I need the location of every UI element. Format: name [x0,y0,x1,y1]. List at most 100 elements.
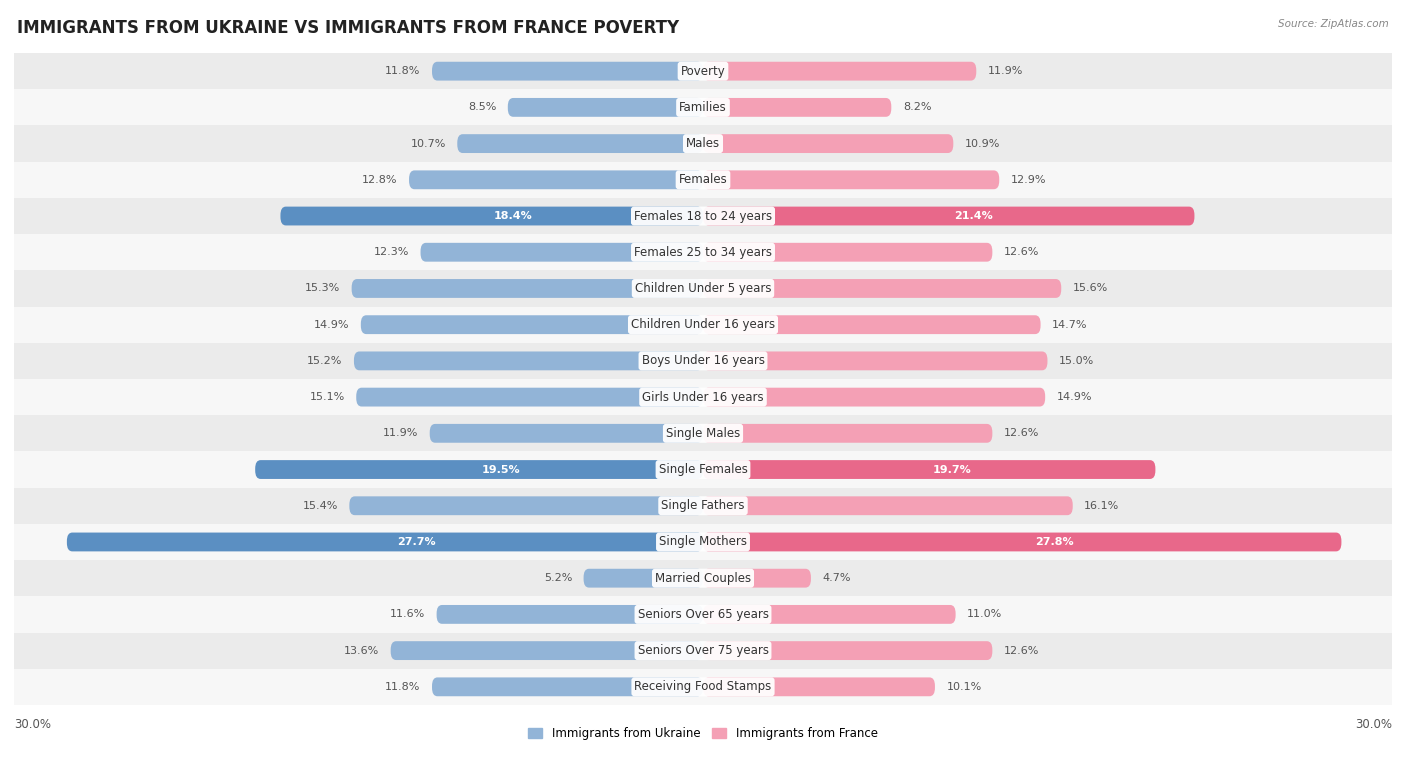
Text: 12.9%: 12.9% [1011,175,1046,185]
Text: Families: Families [679,101,727,114]
FancyBboxPatch shape [703,533,1341,551]
Text: 15.4%: 15.4% [302,501,337,511]
Text: 15.0%: 15.0% [1059,356,1094,366]
Text: 8.5%: 8.5% [468,102,496,112]
Text: Boys Under 16 years: Boys Under 16 years [641,355,765,368]
FancyBboxPatch shape [703,279,1062,298]
Text: 16.1%: 16.1% [1084,501,1119,511]
FancyBboxPatch shape [508,98,703,117]
FancyBboxPatch shape [67,533,703,551]
Text: 15.2%: 15.2% [307,356,343,366]
FancyBboxPatch shape [352,279,703,298]
FancyBboxPatch shape [256,460,703,479]
Text: Females 25 to 34 years: Females 25 to 34 years [634,246,772,258]
Text: Children Under 16 years: Children Under 16 years [631,318,775,331]
Text: Single Mothers: Single Mothers [659,535,747,549]
Text: 30.0%: 30.0% [1355,718,1392,731]
Text: 19.7%: 19.7% [932,465,972,475]
Text: Source: ZipAtlas.com: Source: ZipAtlas.com [1278,19,1389,29]
Bar [14,271,1392,306]
Bar [14,487,1392,524]
Bar [14,161,1392,198]
FancyBboxPatch shape [432,61,703,80]
Text: 30.0%: 30.0% [14,718,51,731]
Text: Females 18 to 24 years: Females 18 to 24 years [634,209,772,223]
Bar [14,560,1392,597]
FancyBboxPatch shape [349,496,703,515]
FancyBboxPatch shape [703,568,811,587]
Text: Single Fathers: Single Fathers [661,500,745,512]
Text: 10.7%: 10.7% [411,139,446,149]
Text: 12.6%: 12.6% [1004,247,1039,257]
Text: 19.5%: 19.5% [482,465,520,475]
Text: 14.9%: 14.9% [1057,392,1092,402]
Legend: Immigrants from Ukraine, Immigrants from France: Immigrants from Ukraine, Immigrants from… [523,722,883,744]
Bar [14,53,1392,89]
Text: 11.8%: 11.8% [385,66,420,76]
Text: 21.4%: 21.4% [953,211,993,221]
Text: 5.2%: 5.2% [544,573,572,583]
FancyBboxPatch shape [703,315,1040,334]
Text: 12.6%: 12.6% [1004,646,1039,656]
FancyBboxPatch shape [703,171,1000,190]
Text: 14.9%: 14.9% [314,320,349,330]
Text: 11.8%: 11.8% [385,682,420,692]
Text: Females: Females [679,174,727,186]
Text: 10.1%: 10.1% [946,682,981,692]
Text: 11.0%: 11.0% [967,609,1002,619]
Text: Married Couples: Married Couples [655,572,751,584]
FancyBboxPatch shape [280,207,703,225]
FancyBboxPatch shape [703,496,1073,515]
Text: 15.3%: 15.3% [305,283,340,293]
Bar [14,343,1392,379]
FancyBboxPatch shape [703,460,1156,479]
Text: Males: Males [686,137,720,150]
Text: Children Under 5 years: Children Under 5 years [634,282,772,295]
FancyBboxPatch shape [432,678,703,697]
FancyBboxPatch shape [409,171,703,190]
FancyBboxPatch shape [703,678,935,697]
Text: 10.9%: 10.9% [965,139,1000,149]
FancyBboxPatch shape [703,352,1047,371]
FancyBboxPatch shape [420,243,703,262]
Text: Girls Under 16 years: Girls Under 16 years [643,390,763,403]
Bar [14,89,1392,126]
FancyBboxPatch shape [391,641,703,660]
Bar [14,524,1392,560]
Text: 12.8%: 12.8% [363,175,398,185]
Text: 11.9%: 11.9% [382,428,418,438]
FancyBboxPatch shape [703,98,891,117]
FancyBboxPatch shape [437,605,703,624]
Bar [14,234,1392,271]
Text: 4.7%: 4.7% [823,573,851,583]
Text: 27.7%: 27.7% [398,537,436,547]
Text: Seniors Over 65 years: Seniors Over 65 years [637,608,769,621]
Bar [14,306,1392,343]
FancyBboxPatch shape [354,352,703,371]
Text: 14.7%: 14.7% [1052,320,1088,330]
FancyBboxPatch shape [703,387,1045,406]
Text: 11.9%: 11.9% [988,66,1024,76]
FancyBboxPatch shape [703,134,953,153]
Bar [14,669,1392,705]
Bar [14,415,1392,452]
FancyBboxPatch shape [703,61,976,80]
FancyBboxPatch shape [356,387,703,406]
FancyBboxPatch shape [703,424,993,443]
Text: Seniors Over 75 years: Seniors Over 75 years [637,644,769,657]
FancyBboxPatch shape [361,315,703,334]
Bar [14,452,1392,487]
FancyBboxPatch shape [457,134,703,153]
FancyBboxPatch shape [583,568,703,587]
FancyBboxPatch shape [703,243,993,262]
Bar [14,379,1392,415]
Text: 8.2%: 8.2% [903,102,931,112]
FancyBboxPatch shape [703,207,1195,225]
Text: Single Males: Single Males [666,427,740,440]
Text: IMMIGRANTS FROM UKRAINE VS IMMIGRANTS FROM FRANCE POVERTY: IMMIGRANTS FROM UKRAINE VS IMMIGRANTS FR… [17,19,679,37]
Text: 18.4%: 18.4% [494,211,533,221]
Text: Poverty: Poverty [681,64,725,77]
Bar [14,198,1392,234]
FancyBboxPatch shape [703,605,956,624]
Text: 27.8%: 27.8% [1035,537,1073,547]
